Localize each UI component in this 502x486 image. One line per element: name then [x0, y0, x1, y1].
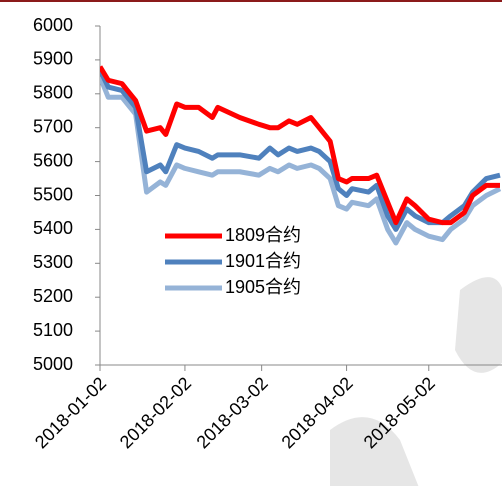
series-line	[100, 65, 500, 226]
watermark	[455, 277, 502, 373]
y-tick-label: 5800	[33, 83, 73, 103]
x-tick-label: 2018-01-02	[31, 373, 110, 452]
y-tick-label: 5500	[33, 184, 73, 204]
series-line	[100, 68, 501, 232]
legend-label: 1901合约	[225, 251, 301, 271]
y-tick-label: 5100	[33, 320, 73, 340]
y-tick-label: 5400	[33, 218, 73, 238]
y-tick-label: 5000	[33, 354, 73, 374]
watermark	[330, 417, 419, 486]
series-line	[100, 75, 502, 246]
y-tick-label: 5600	[33, 150, 73, 170]
legend-label: 1905合约	[225, 277, 301, 297]
legend-label: 1809合约	[225, 225, 301, 245]
y-tick-label: 5300	[33, 252, 73, 272]
x-tick-label: 2018-02-02	[116, 373, 195, 452]
y-tick-label: 6000	[33, 15, 73, 35]
y-tick-label: 5200	[33, 286, 73, 306]
x-tick-label: 2018-03-02	[193, 373, 272, 452]
y-tick-label: 5900	[33, 49, 73, 69]
y-tick-label: 5700	[33, 116, 73, 136]
